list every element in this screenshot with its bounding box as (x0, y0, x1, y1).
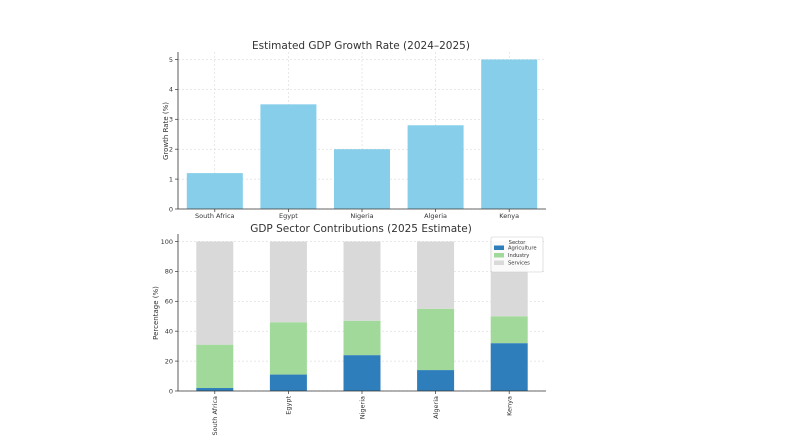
chart2-bar-algeria-agriculture (417, 370, 455, 391)
chart2-y-tick-label: 20 (165, 357, 173, 365)
chart2-x-tick-label: Algeria (432, 396, 440, 419)
chart1-bar-nigeria (334, 149, 390, 209)
legend-label-agriculture: Agriculture (508, 246, 537, 252)
legend-swatch-services (494, 260, 504, 265)
chart2-bar-egypt-agriculture (269, 374, 307, 391)
chart2-bar-egypt-services (269, 241, 307, 323)
chart2-bar-nigeria-agriculture (343, 355, 381, 391)
chart2-x-tick-label: Egypt (285, 396, 293, 415)
chart2-y-axis-label: Percentage (%) (152, 286, 160, 340)
chart1-x-tick-label: South Africa (195, 212, 235, 220)
legend-label-services: Services (508, 261, 530, 267)
legend-swatch-industry (494, 253, 504, 258)
chart2-y-tick-label: 80 (165, 268, 173, 276)
chart2-x-tick-label: South Africa (211, 396, 219, 436)
legend-title: Sector (509, 240, 527, 246)
chart2-y-ticks: 0 20 40 60 80 100 (161, 238, 178, 395)
chart2-x-tick-label: Kenya (506, 396, 514, 416)
chart1-y-tick-label: 0 (169, 205, 173, 213)
chart2-bar-kenya-agriculture (490, 343, 528, 391)
chart2-bar-algeria-industry (417, 308, 455, 371)
chart1-bar-algeria (407, 125, 464, 209)
chart2-bar-egypt-industry (269, 322, 307, 375)
chart2-x-ticks: South Africa Egypt Nigeria Algeria Kenya (211, 391, 514, 436)
chart2-bar-nigeria-industry (343, 320, 381, 356)
chart2-bar-south-africa-agriculture (196, 388, 234, 391)
chart1-x-tick-label: Algeria (424, 212, 447, 220)
chart2-bars (196, 241, 528, 391)
chart2-bar-south-africa-services (196, 241, 234, 345)
legend-swatch-agriculture (494, 245, 504, 250)
chart1-bars (186, 59, 538, 209)
chart1-bar-egypt (260, 104, 317, 209)
chart2-bar-kenya-industry (490, 316, 528, 344)
chart2-bar-nigeria-services (343, 241, 381, 321)
chart2-y-tick-label: 60 (165, 298, 173, 306)
chart2-y-tick-label: 100 (161, 238, 173, 246)
growth-rate-chart: Estimated GDP Growth Rate (2024–2025) Gr… (162, 40, 546, 220)
chart2-bar-south-africa-industry (196, 344, 234, 389)
chart1-x-ticks: South Africa Egypt Nigeria Algeria Kenya (195, 209, 519, 220)
chart2-bar-algeria-services (417, 241, 455, 309)
chart1-y-tick-label: 1 (169, 175, 173, 183)
sector-contribution-chart: GDP Sector Contributions (2025 Estimate)… (152, 223, 546, 436)
chart1-y-tick-label: 4 (169, 86, 173, 94)
chart2-y-tick-label: 40 (165, 327, 173, 335)
chart1-y-axis-label: Growth Rate (%) (162, 102, 170, 160)
chart1-x-tick-label: Egypt (279, 212, 298, 220)
chart1-bar-south-africa (186, 173, 243, 209)
chart1-title: Estimated GDP Growth Rate (2024–2025) (252, 40, 470, 52)
chart1-x-tick-label: Nigeria (350, 212, 373, 220)
chart2-title: GDP Sector Contributions (2025 Estimate) (250, 223, 472, 235)
chart1-x-tick-label: Kenya (499, 212, 519, 220)
chart2-x-tick-label: Nigeria (358, 396, 366, 419)
chart1-y-tick-label: 3 (169, 116, 173, 124)
chart2-y-tick-label: 0 (169, 387, 173, 395)
chart1-bar-kenya (481, 59, 538, 209)
chart1-y-tick-label: 5 (169, 56, 173, 64)
chart1-y-ticks: 0 1 2 3 4 5 (169, 56, 178, 213)
legend-label-industry: Industry (508, 253, 529, 259)
chart1-y-tick-label: 2 (169, 145, 173, 153)
